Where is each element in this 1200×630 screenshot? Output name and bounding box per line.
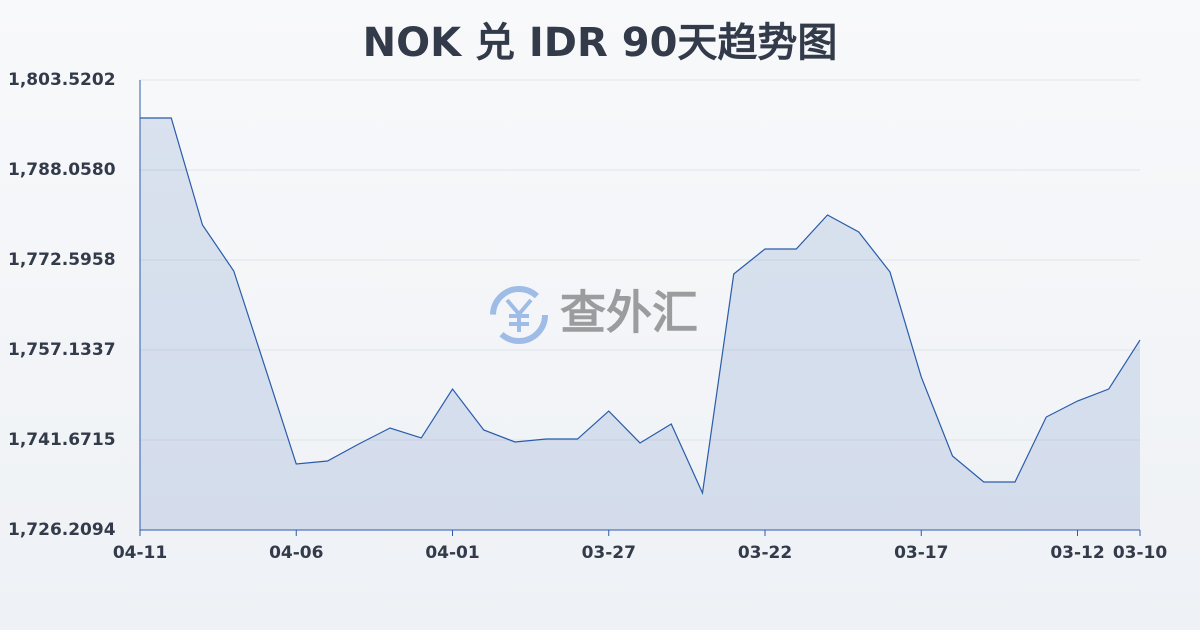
watermark-icon — [505, 298, 533, 332]
y-tick-label: 1,803.5202 — [8, 70, 116, 90]
x-tick-label: 03-22 — [738, 543, 792, 563]
area — [140, 118, 1140, 531]
y-tick-label: 1,726.2094 — [8, 520, 116, 540]
y-tick-label: 1,788.0580 — [8, 160, 116, 180]
x-tick-label: 03-10 — [1113, 543, 1168, 563]
y-tick-label: 1,772.5958 — [8, 250, 116, 270]
y-tick-label: 1,757.1337 — [8, 340, 116, 360]
watermark-icon — [490, 286, 548, 344]
x-tick-label: 04-01 — [425, 543, 479, 563]
watermark-text: 查外汇 — [560, 286, 698, 340]
line — [140, 117, 1141, 496]
chart-title: NOK 兑 IDR 90天趋势图 — [363, 20, 838, 66]
x-tick-label: 04-06 — [269, 543, 323, 563]
watermark: 查外汇 — [490, 286, 698, 344]
x-tick-label: 03-17 — [894, 543, 948, 563]
x-tick-label: 03-12 — [1050, 543, 1104, 563]
x-tick-label: 03-27 — [582, 543, 636, 563]
x-tick-label: 04-11 — [113, 543, 167, 563]
plot-area: 1,726.2094 1,741.6715 1,757.1337 1,772.5958… — [8, 70, 1167, 563]
y-tick-label: 1,741.6715 — [8, 430, 116, 450]
